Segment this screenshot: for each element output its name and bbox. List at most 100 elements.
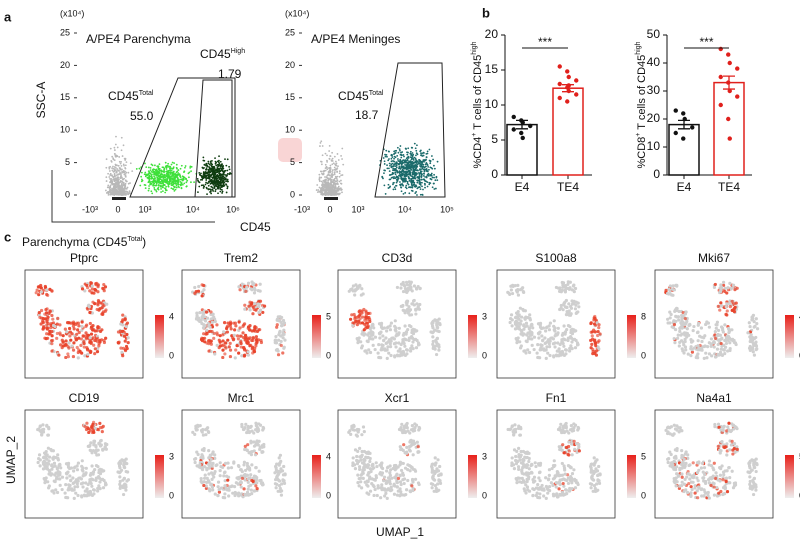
event-dot [433, 176, 435, 179]
event-dot [221, 167, 223, 170]
event-dot [413, 181, 416, 184]
cell-dot [388, 342, 392, 346]
event-dot [404, 160, 407, 163]
event-dot [157, 181, 159, 183]
cell-dot [719, 301, 723, 305]
event-dot [172, 172, 175, 175]
event-dot [206, 165, 209, 168]
cell-dot [733, 288, 737, 292]
event-dot [115, 191, 118, 193]
cell-dot [365, 317, 369, 322]
event-dot [413, 156, 416, 159]
event-dot [420, 168, 423, 170]
event-dot [398, 167, 400, 170]
data-point [511, 127, 516, 132]
event-dot [144, 171, 147, 174]
event-dot [402, 192, 405, 195]
event-dot [220, 184, 223, 187]
event-dot [150, 190, 153, 193]
event-dot [394, 173, 397, 176]
cell-dot [724, 305, 728, 309]
event-dot [415, 191, 418, 193]
event-dot [226, 178, 229, 181]
cell-dot [672, 288, 677, 292]
x-tick-label: E4 [515, 180, 530, 194]
event-dot [330, 175, 333, 178]
cell-dot [389, 339, 393, 343]
cell-dot [85, 421, 89, 425]
event-dot [205, 179, 208, 181]
bar [668, 123, 700, 176]
cell-dot [82, 341, 86, 346]
event-dot [206, 193, 208, 196]
cell-dot [368, 350, 373, 355]
y-tick-label: 30 [647, 83, 661, 97]
event-dot [107, 172, 110, 175]
cell-dot [365, 339, 369, 343]
cell-dot [365, 325, 369, 330]
cell-dot [368, 335, 372, 339]
axis-label: CD45 [240, 220, 271, 234]
event-dot [320, 193, 323, 196]
event-dot [127, 171, 130, 174]
cell-dot [221, 330, 226, 334]
cell-dot [253, 301, 257, 306]
event-dot [396, 170, 398, 173]
event-dot [213, 187, 216, 190]
cell-dot [568, 349, 572, 353]
event-dot [415, 158, 417, 161]
cell-dot [207, 338, 212, 343]
cell-dot [250, 302, 254, 306]
cell-dot [37, 453, 42, 457]
event-dot [332, 174, 334, 176]
event-dot [165, 168, 168, 170]
event-dot [150, 177, 153, 180]
event-dot [337, 185, 340, 188]
event-dot [127, 191, 129, 194]
cell-dot [237, 285, 241, 289]
event-dot [401, 162, 404, 165]
cell-dot [209, 317, 214, 321]
colorbar [155, 455, 164, 498]
event-dot [215, 164, 218, 167]
cell-dot [123, 348, 128, 353]
event-dot [173, 173, 176, 176]
x-tick-label: 10³ [351, 204, 364, 214]
cell-dot [75, 345, 79, 350]
cell-dot [86, 444, 90, 449]
event-dot [180, 183, 183, 186]
cell-dot [347, 289, 351, 293]
x-tick-label: 10⁶ [226, 204, 240, 214]
panel-label: c [4, 229, 11, 244]
event-dot [408, 192, 411, 195]
cell-dot [118, 475, 122, 479]
event-dot [402, 154, 405, 156]
event-dot [117, 173, 119, 176]
cell-dot [564, 298, 568, 303]
cell-dot [712, 285, 717, 290]
colorbar-max: 3 [482, 311, 487, 321]
cell-dot [542, 348, 546, 352]
cell-dot [101, 286, 105, 290]
cell-dot [85, 323, 89, 327]
event-dot [418, 158, 420, 161]
event-dot [416, 144, 418, 147]
y-tick-label: 50 [647, 27, 661, 41]
umap-title-sup: Total [127, 236, 142, 243]
event-dot [109, 147, 112, 150]
event-dot [397, 151, 400, 154]
cell-dot [56, 453, 60, 457]
cell-dot [576, 301, 580, 305]
cell-dot [755, 327, 760, 331]
event-dot [140, 171, 143, 174]
cell-dot [90, 284, 94, 288]
event-dot [333, 172, 336, 174]
cell-dot [363, 332, 367, 336]
cell-dot [594, 343, 598, 348]
cell-dot [118, 466, 122, 470]
event-dot [216, 187, 219, 190]
event-dot [115, 164, 118, 167]
cell-dot [72, 469, 76, 473]
event-dot [316, 191, 319, 194]
cell-dot [415, 329, 419, 333]
